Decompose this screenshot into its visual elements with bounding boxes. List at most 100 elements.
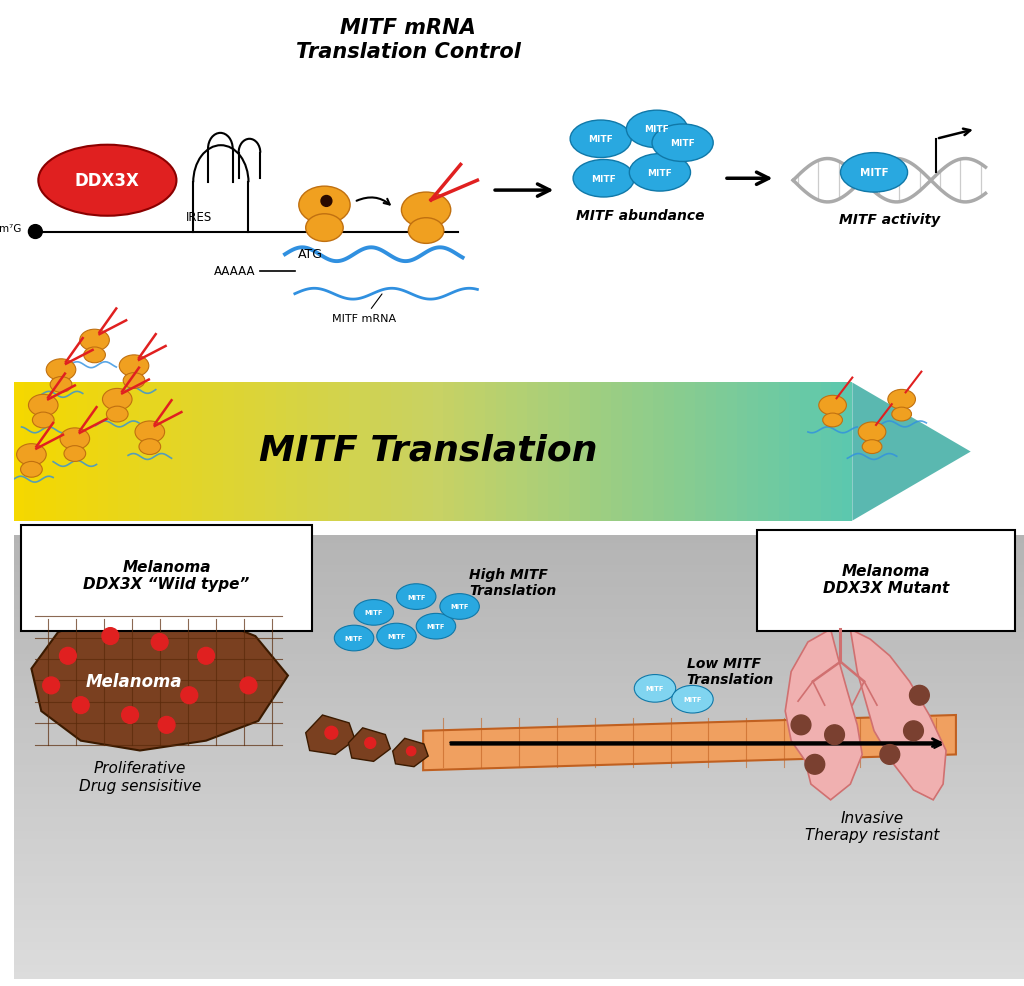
Polygon shape bbox=[317, 384, 328, 521]
Bar bbox=[13, 950, 1024, 957]
Circle shape bbox=[102, 628, 119, 645]
Polygon shape bbox=[716, 384, 726, 521]
Ellipse shape bbox=[80, 330, 110, 352]
Bar bbox=[13, 662, 1024, 669]
Ellipse shape bbox=[634, 674, 676, 702]
Polygon shape bbox=[800, 384, 810, 521]
Bar bbox=[13, 573, 1024, 580]
Circle shape bbox=[880, 744, 900, 764]
Bar bbox=[13, 964, 1024, 972]
Bar bbox=[13, 920, 1024, 928]
Text: MITF: MITF bbox=[365, 609, 383, 615]
Polygon shape bbox=[139, 384, 150, 521]
Polygon shape bbox=[548, 384, 559, 521]
Polygon shape bbox=[790, 384, 800, 521]
Polygon shape bbox=[779, 384, 790, 521]
Bar bbox=[13, 846, 1024, 854]
Ellipse shape bbox=[306, 215, 343, 243]
Text: AAAAA: AAAAA bbox=[214, 265, 255, 278]
Polygon shape bbox=[97, 384, 108, 521]
Polygon shape bbox=[768, 384, 779, 521]
Ellipse shape bbox=[672, 685, 713, 713]
Polygon shape bbox=[45, 384, 55, 521]
Ellipse shape bbox=[819, 396, 847, 416]
Ellipse shape bbox=[409, 219, 443, 245]
Polygon shape bbox=[255, 384, 265, 521]
Ellipse shape bbox=[377, 623, 416, 649]
Polygon shape bbox=[850, 629, 946, 800]
Polygon shape bbox=[245, 384, 255, 521]
Bar bbox=[13, 654, 1024, 662]
Bar bbox=[13, 632, 1024, 639]
Polygon shape bbox=[297, 384, 307, 521]
Polygon shape bbox=[695, 384, 706, 521]
Polygon shape bbox=[454, 384, 465, 521]
Polygon shape bbox=[32, 611, 288, 750]
Bar bbox=[13, 588, 1024, 595]
Ellipse shape bbox=[652, 125, 713, 163]
Polygon shape bbox=[423, 384, 433, 521]
Bar bbox=[13, 810, 1024, 816]
Bar bbox=[13, 647, 1024, 654]
Ellipse shape bbox=[50, 378, 72, 393]
Ellipse shape bbox=[822, 414, 843, 428]
Bar bbox=[13, 957, 1024, 964]
Text: MITF: MITF bbox=[427, 623, 445, 629]
Ellipse shape bbox=[106, 407, 128, 423]
Polygon shape bbox=[433, 384, 443, 521]
Bar bbox=[13, 831, 1024, 839]
Polygon shape bbox=[328, 384, 339, 521]
Polygon shape bbox=[590, 384, 601, 521]
Bar bbox=[13, 928, 1024, 935]
Bar bbox=[13, 869, 1024, 876]
Polygon shape bbox=[423, 715, 956, 770]
Ellipse shape bbox=[858, 423, 886, 443]
Polygon shape bbox=[496, 384, 507, 521]
Bar bbox=[13, 913, 1024, 920]
Text: Proliferative
Drug sensisitive: Proliferative Drug sensisitive bbox=[79, 760, 201, 793]
Circle shape bbox=[407, 746, 416, 756]
Text: MITF: MITF bbox=[387, 633, 406, 639]
Text: MITF mRNA: MITF mRNA bbox=[332, 295, 396, 324]
Ellipse shape bbox=[570, 121, 632, 159]
Ellipse shape bbox=[888, 390, 915, 410]
Circle shape bbox=[903, 721, 924, 740]
Ellipse shape bbox=[84, 348, 105, 364]
Polygon shape bbox=[842, 384, 852, 521]
Ellipse shape bbox=[139, 440, 161, 456]
Bar bbox=[13, 861, 1024, 869]
Polygon shape bbox=[203, 384, 213, 521]
Bar bbox=[13, 765, 1024, 772]
Polygon shape bbox=[370, 384, 381, 521]
Ellipse shape bbox=[334, 625, 374, 651]
Polygon shape bbox=[653, 384, 664, 521]
Circle shape bbox=[240, 677, 257, 694]
Ellipse shape bbox=[46, 360, 76, 382]
Bar bbox=[13, 736, 1024, 742]
Polygon shape bbox=[852, 384, 971, 521]
Polygon shape bbox=[391, 384, 401, 521]
Bar bbox=[13, 728, 1024, 736]
Text: MITF: MITF bbox=[644, 125, 670, 134]
Bar bbox=[13, 721, 1024, 728]
Bar bbox=[13, 535, 1024, 543]
Bar bbox=[13, 972, 1024, 979]
Polygon shape bbox=[412, 384, 423, 521]
Polygon shape bbox=[821, 384, 831, 521]
Bar bbox=[13, 602, 1024, 609]
Circle shape bbox=[198, 648, 214, 665]
Polygon shape bbox=[129, 384, 139, 521]
Polygon shape bbox=[726, 384, 737, 521]
Text: Melanoma: Melanoma bbox=[86, 672, 182, 691]
Text: MITF: MITF bbox=[591, 175, 616, 183]
Polygon shape bbox=[392, 739, 428, 767]
Circle shape bbox=[805, 754, 824, 774]
Text: Invasive
Therapy resistant: Invasive Therapy resistant bbox=[805, 810, 939, 842]
Text: Melanoma
DDX3X Mutant: Melanoma DDX3X Mutant bbox=[822, 563, 949, 596]
Circle shape bbox=[909, 685, 930, 705]
Bar bbox=[13, 802, 1024, 810]
Bar bbox=[13, 617, 1024, 624]
Text: MITF: MITF bbox=[683, 696, 701, 702]
Polygon shape bbox=[674, 384, 685, 521]
Bar bbox=[13, 565, 1024, 573]
